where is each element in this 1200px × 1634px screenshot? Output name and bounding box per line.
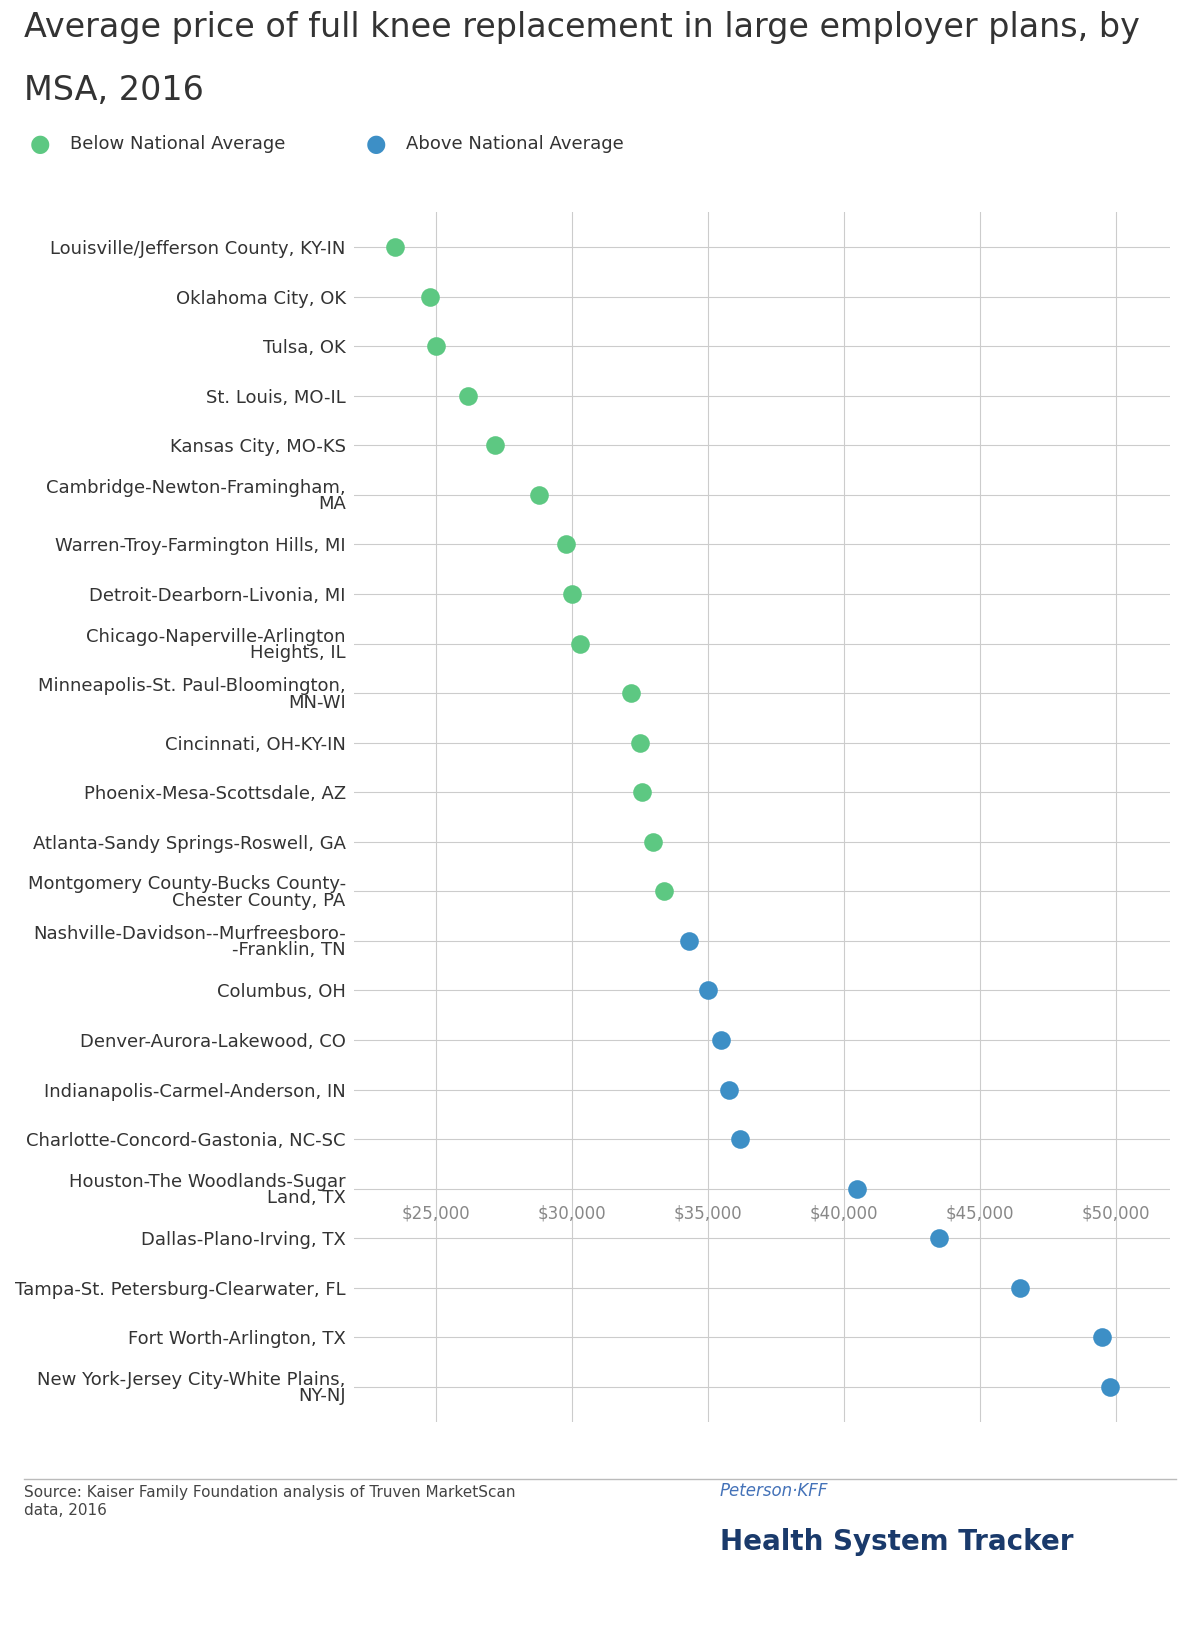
Point — [632, 779, 652, 806]
Point — [385, 234, 404, 260]
Text: $25,000: $25,000 — [401, 1204, 470, 1222]
Point — [570, 631, 589, 657]
Point — [622, 680, 641, 706]
Text: Peterson·KFF: Peterson·KFF — [720, 1482, 828, 1500]
Point — [679, 928, 698, 954]
Point — [458, 382, 478, 408]
Text: MSA, 2016: MSA, 2016 — [24, 74, 204, 106]
Point — [562, 582, 581, 608]
Text: Health System Tracker: Health System Tracker — [720, 1528, 1074, 1556]
Point — [486, 433, 505, 459]
Point — [529, 482, 548, 508]
Text: $30,000: $30,000 — [538, 1204, 606, 1222]
Text: $35,000: $35,000 — [673, 1204, 742, 1222]
Point — [654, 877, 673, 904]
Point — [731, 1126, 750, 1152]
Point — [426, 333, 445, 359]
Point — [698, 977, 718, 1003]
Point — [630, 730, 649, 757]
Point — [420, 284, 439, 310]
Point — [720, 1077, 739, 1103]
Text: Above National Average: Above National Average — [406, 134, 623, 154]
Text: ●: ● — [30, 132, 50, 155]
Text: Below National Average: Below National Average — [70, 134, 284, 154]
Text: $45,000: $45,000 — [946, 1204, 1014, 1222]
Point — [847, 1175, 866, 1201]
Point — [1010, 1275, 1030, 1301]
Point — [712, 1026, 731, 1052]
Point — [929, 1226, 948, 1252]
Text: $50,000: $50,000 — [1081, 1204, 1150, 1222]
Point — [643, 828, 662, 855]
Text: Source: Kaiser Family Foundation analysis of Truven MarketScan
data, 2016: Source: Kaiser Family Foundation analysi… — [24, 1485, 516, 1518]
Text: $40,000: $40,000 — [809, 1204, 878, 1222]
Point — [1092, 1324, 1111, 1350]
Point — [557, 531, 576, 557]
Text: Average price of full knee replacement in large employer plans, by: Average price of full knee replacement i… — [24, 11, 1140, 44]
Point — [1100, 1374, 1120, 1400]
Text: ●: ● — [366, 132, 386, 155]
